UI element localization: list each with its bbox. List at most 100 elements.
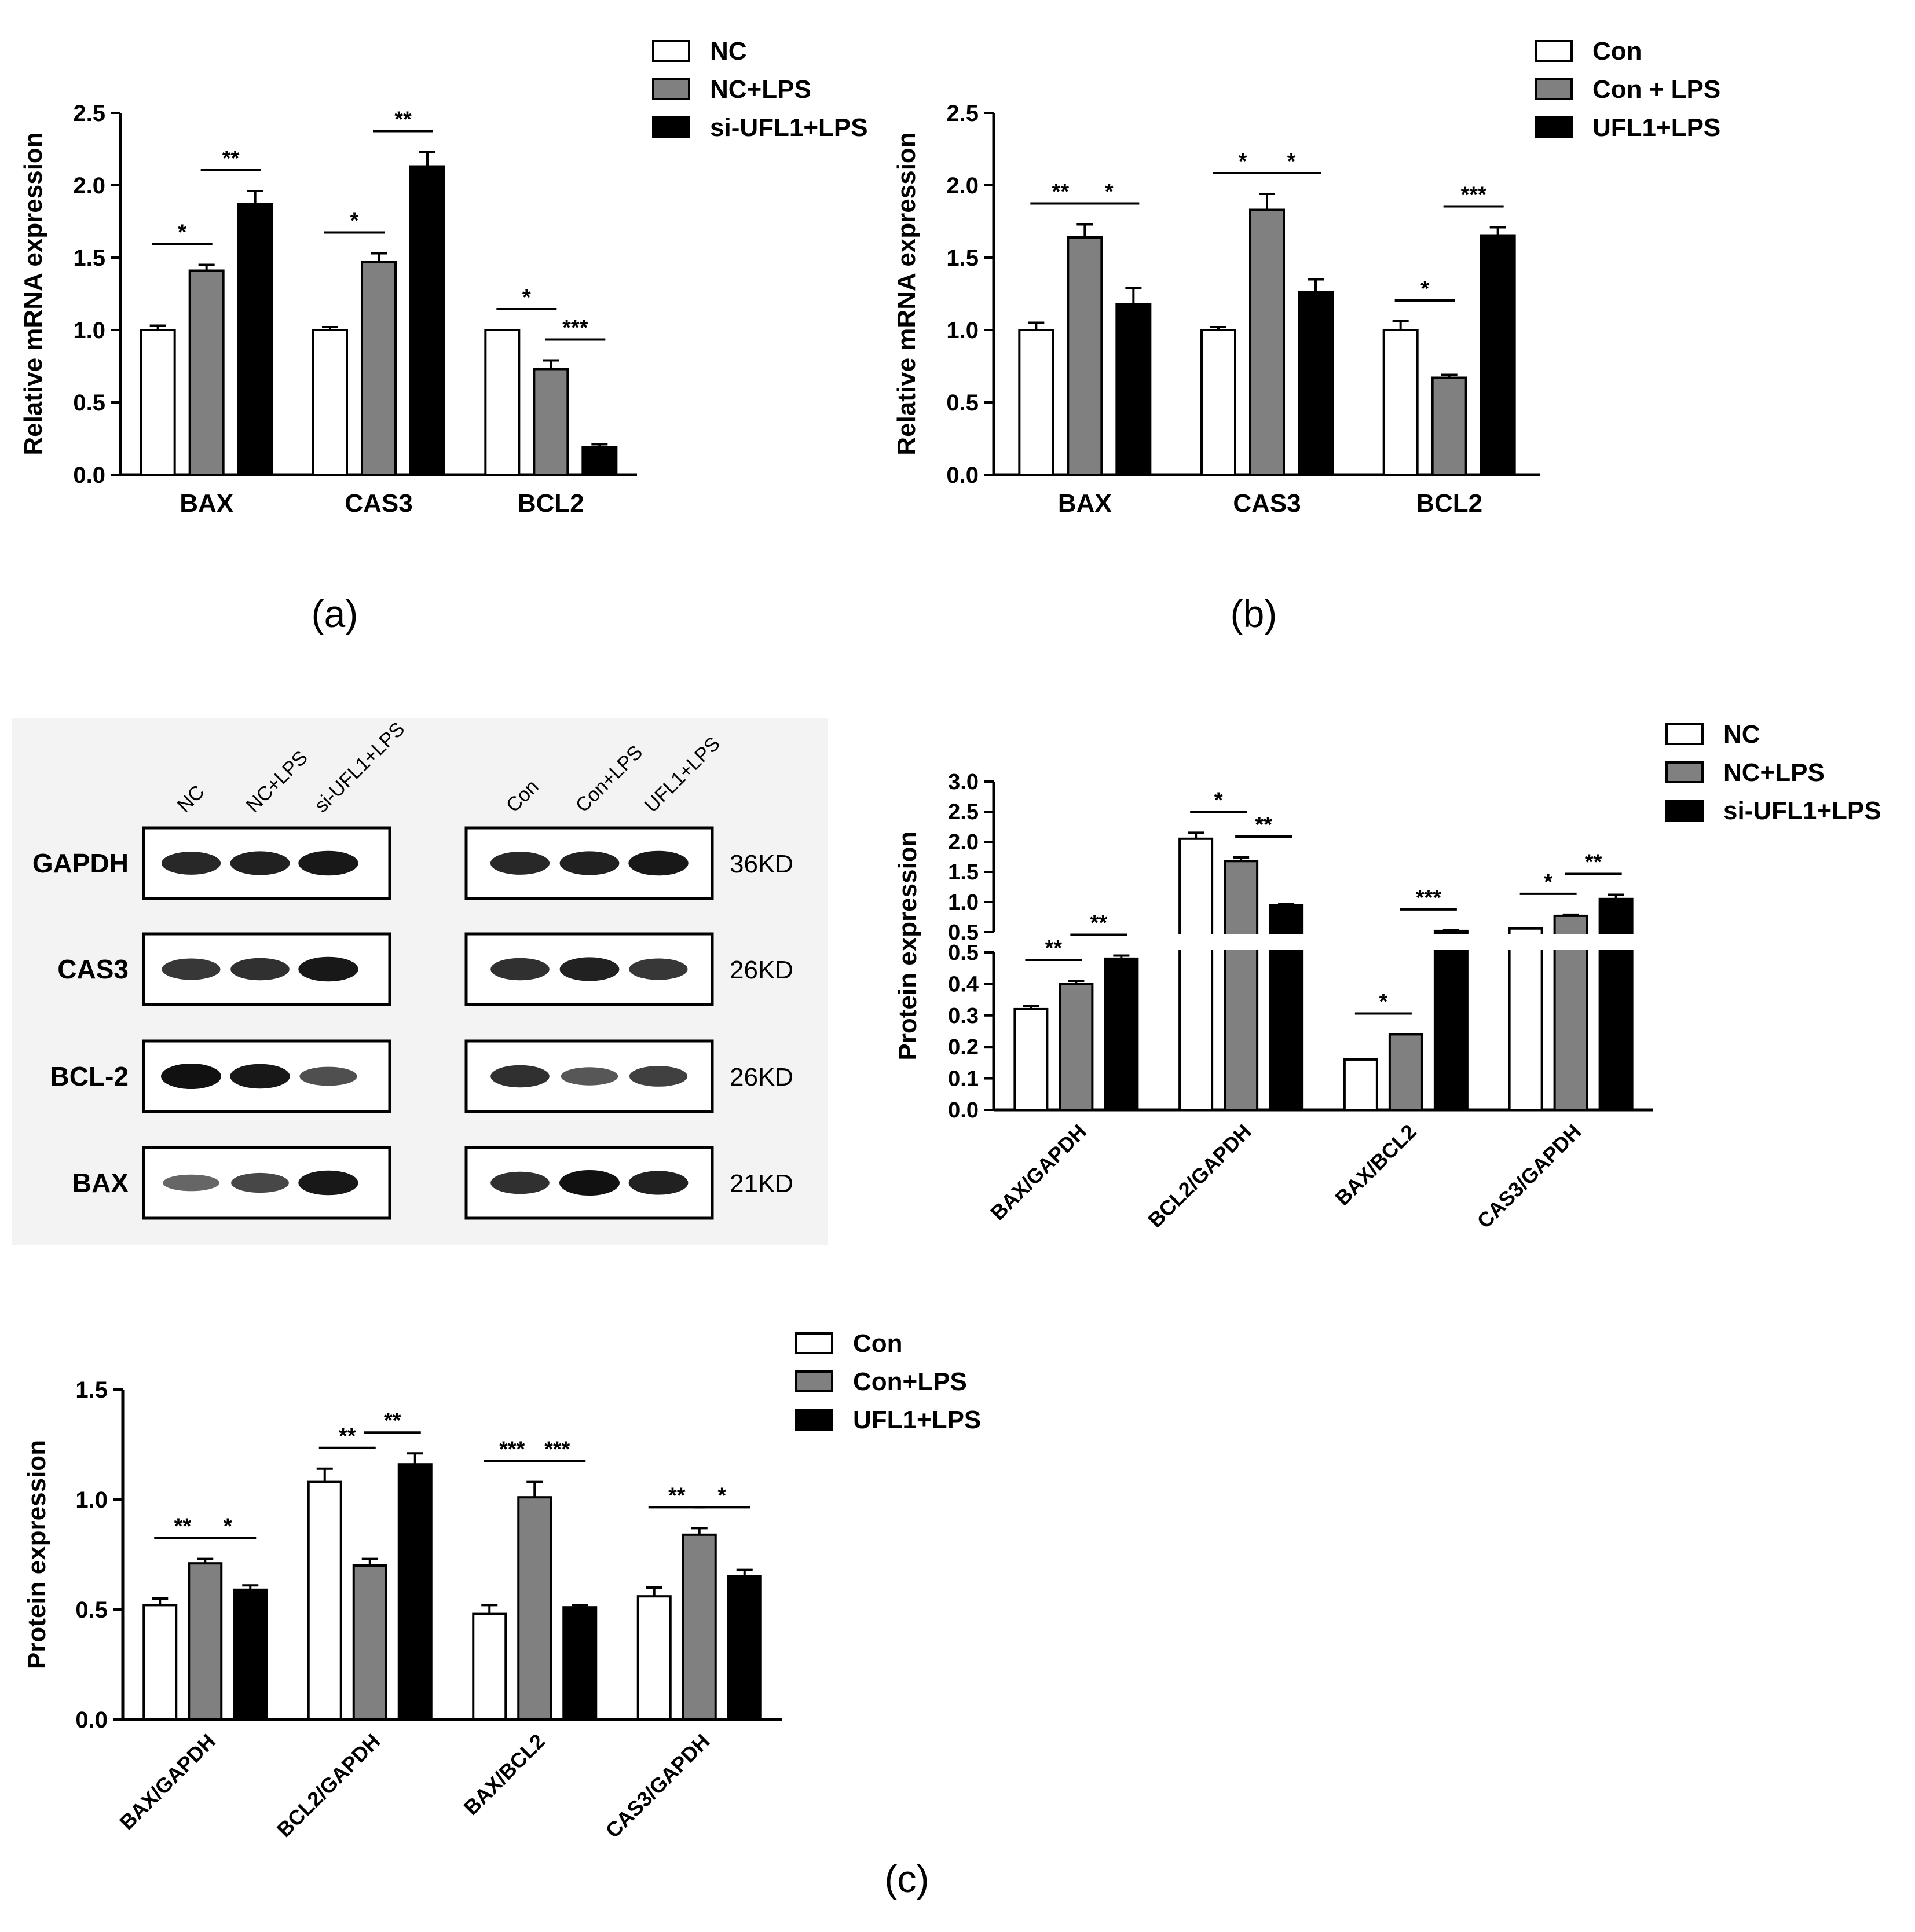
chart-c-right: 0.0 0.1 0.2 0.3 0.4 0.50.5 1.0 1.5 2.0 2.5 3.0 Prot… xyxy=(894,720,1881,1233)
legend-swatch xyxy=(1535,116,1573,138)
protein-label: CAS3 xyxy=(57,954,129,984)
significance-label: ** xyxy=(384,1409,401,1433)
bar xyxy=(1018,329,1054,476)
bar xyxy=(233,1588,268,1721)
legend-label: NC xyxy=(710,37,747,65)
x-tick-label: BCL2 xyxy=(1416,489,1482,518)
y-tick-label: 0.5 xyxy=(948,941,979,965)
significance-label: * xyxy=(1544,870,1552,894)
significance-label: *** xyxy=(562,316,588,340)
significance-label: * xyxy=(1105,180,1114,204)
x-tick-label: CAS3 xyxy=(345,489,412,518)
significance-label: * xyxy=(1379,989,1387,1014)
significance-label: ** xyxy=(1052,180,1070,204)
protein-band xyxy=(628,850,689,876)
x-tick-label: BAX xyxy=(1058,489,1112,518)
significance-label: ** xyxy=(174,1515,191,1539)
legend-swatch xyxy=(795,1409,833,1431)
bar xyxy=(636,1595,672,1721)
y-tick-label: 2.0 xyxy=(946,173,979,199)
protein-band xyxy=(559,957,620,981)
protein-band xyxy=(490,1171,550,1194)
bar xyxy=(1059,983,1094,1112)
bar xyxy=(562,1606,598,1721)
bar xyxy=(188,269,225,476)
bar xyxy=(1224,860,1259,1112)
protein-band xyxy=(163,1174,219,1192)
x-tick-label: BAX/BCL2 xyxy=(459,1729,550,1820)
size-label: 21KD xyxy=(730,1170,793,1198)
significance-label: ** xyxy=(1090,911,1108,935)
significance-label: * xyxy=(1420,277,1429,301)
y-tick-label: 0.1 xyxy=(948,1067,979,1091)
protein-band xyxy=(161,852,221,875)
significance-label: * xyxy=(522,285,531,310)
y-axis-title: Relative mRNA expression xyxy=(892,132,921,455)
legend-swatch xyxy=(1535,78,1573,100)
y-tick-label: 0.5 xyxy=(948,921,979,945)
bar xyxy=(484,329,521,476)
legend-swatch xyxy=(1665,723,1704,745)
bar xyxy=(307,1480,342,1721)
legend-swatch xyxy=(795,1370,833,1392)
x-tick-label: BAX/BCL2 xyxy=(1330,1120,1420,1210)
legend-label: Con + LPS xyxy=(1592,75,1720,104)
x-tick-label: BCL2/GAPDH xyxy=(272,1729,385,1842)
significance-label: * xyxy=(717,1483,726,1508)
y-tick-label: 0.3 xyxy=(948,1004,979,1028)
protein-label: BAX xyxy=(72,1168,129,1198)
bar xyxy=(1508,927,1543,1111)
y-tick-label: 0.0 xyxy=(75,1707,108,1733)
significance-label: * xyxy=(1214,788,1223,812)
protein-band xyxy=(230,1064,290,1089)
bar xyxy=(1200,329,1236,476)
y-tick-label: 0.4 xyxy=(948,972,979,996)
x-tick-label: CAS3/GAPDH xyxy=(601,1729,715,1843)
bar xyxy=(727,1575,762,1721)
bar xyxy=(1480,234,1516,476)
protein-band xyxy=(161,1064,221,1089)
y-tick-label: 3.0 xyxy=(948,770,979,794)
legend-swatch xyxy=(652,40,690,62)
bar xyxy=(1343,1058,1378,1111)
protein-band xyxy=(298,1170,358,1196)
legend-label: Con xyxy=(1592,37,1642,65)
chart-a: 0.0 0.5 1.0 1.5 2.0 2.5 Relative mRNA expressi… xyxy=(19,37,868,518)
bar xyxy=(1115,303,1152,476)
bar xyxy=(237,203,273,476)
panel-label-a: (a) xyxy=(312,592,358,635)
protein-band xyxy=(231,1172,289,1193)
y-axis-title: Relative mRNA expression xyxy=(19,132,47,455)
bar xyxy=(397,1463,433,1721)
axis-break-gap xyxy=(992,934,1655,950)
y-tick-label: 2.0 xyxy=(73,173,105,199)
protein-band xyxy=(298,850,358,876)
y-tick-label: 1.0 xyxy=(73,318,105,343)
legend-label: UFL1+LPS xyxy=(1592,113,1720,142)
bar xyxy=(533,368,569,476)
bar xyxy=(1067,236,1103,476)
legend-swatch xyxy=(795,1332,833,1354)
bar xyxy=(1013,1007,1049,1112)
legend-swatch xyxy=(652,116,690,138)
legend-label: NC+LPS xyxy=(710,75,811,104)
protein-band xyxy=(490,1065,550,1088)
bar xyxy=(409,165,445,476)
bar xyxy=(1598,897,1634,1112)
protein-band xyxy=(490,958,550,981)
significance-label: * xyxy=(178,221,186,245)
bar xyxy=(1178,837,1214,1112)
bar xyxy=(1431,376,1467,476)
x-tick-label: BAX/GAPDH xyxy=(986,1120,1091,1225)
y-tick-label: 0.5 xyxy=(75,1597,108,1623)
size-label: 26KD xyxy=(730,956,793,984)
bar xyxy=(581,446,618,476)
significance-label: ** xyxy=(394,108,412,132)
bar xyxy=(1382,329,1419,476)
bar xyxy=(1104,957,1139,1111)
legend-swatch xyxy=(1665,761,1704,783)
panel-label-b: (b) xyxy=(1231,592,1277,635)
legend-label: Con+LPS xyxy=(853,1368,967,1396)
x-tick-label: CAS3 xyxy=(1233,489,1301,518)
